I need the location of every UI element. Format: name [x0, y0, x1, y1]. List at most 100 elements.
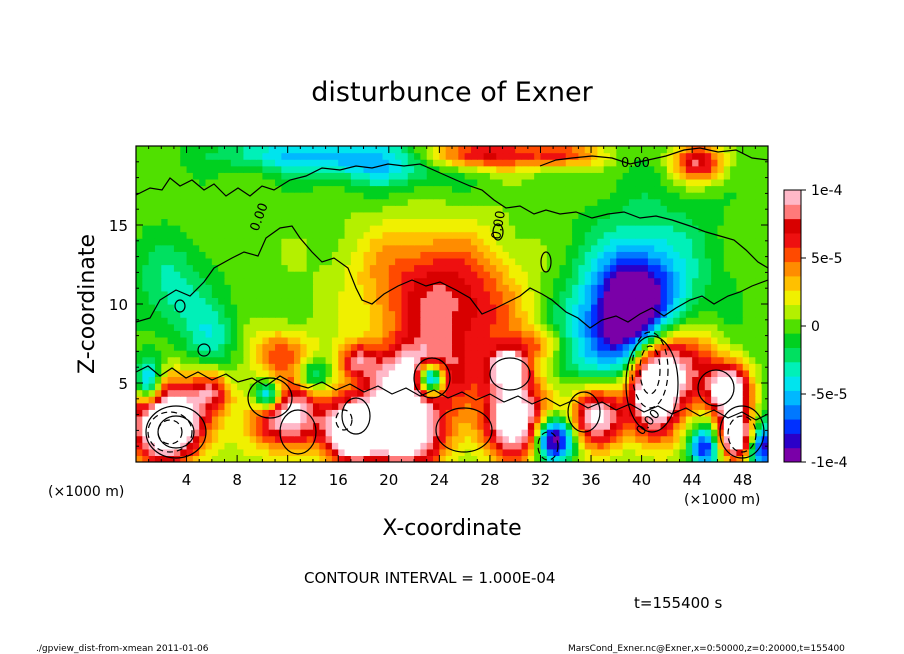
field-cell [666, 225, 674, 233]
field-cell [458, 185, 466, 193]
field-cell [445, 363, 453, 371]
field-cell [515, 251, 523, 259]
field-cell [230, 251, 238, 259]
field-cell [237, 225, 245, 233]
field-cell [742, 422, 750, 430]
field-cell [300, 178, 308, 187]
field-cell [142, 218, 150, 226]
field-cell [180, 409, 188, 417]
field-cell [521, 264, 529, 272]
field-cell [553, 277, 561, 285]
field-cell [230, 317, 238, 325]
field-cell [502, 238, 510, 246]
field-cell [388, 304, 396, 312]
field-cell [294, 343, 301, 351]
field-cell [275, 244, 282, 252]
field-cell [559, 264, 567, 272]
field-cell [761, 264, 768, 272]
field-cell [666, 277, 674, 285]
field-cell [477, 231, 485, 239]
field-cell [723, 336, 731, 345]
field-cell [489, 317, 497, 325]
field-cell [508, 363, 516, 371]
field-cell [679, 152, 687, 160]
field-cell [376, 376, 384, 384]
field-cell [319, 429, 327, 437]
field-cell [395, 448, 403, 457]
field-cell [426, 218, 434, 226]
field-cell [180, 218, 188, 226]
field-cell [420, 284, 428, 292]
field-cell [287, 238, 295, 246]
field-cell [622, 310, 630, 318]
field-cell [489, 264, 497, 272]
field-cell [673, 159, 681, 167]
field-cell [148, 422, 156, 430]
field-cell [546, 271, 554, 279]
field-cell [224, 271, 232, 279]
field-cell [761, 369, 768, 378]
field-cell [502, 284, 510, 292]
field-cell [546, 218, 554, 226]
contour-label: 0.00 [489, 210, 509, 241]
field-cell [180, 152, 188, 160]
field-cell [376, 264, 384, 272]
field-cell [306, 146, 314, 154]
field-cell [205, 152, 213, 160]
field-cell [654, 146, 662, 154]
field-cell [262, 376, 270, 384]
field-cell [161, 172, 169, 180]
field-cell [325, 172, 333, 180]
field-cell [616, 376, 624, 384]
field-cell [616, 330, 624, 338]
field-cell [319, 238, 327, 246]
field-cell [136, 205, 143, 213]
field-cell [230, 330, 238, 338]
field-cell [306, 277, 314, 285]
field-cell [610, 343, 617, 351]
field-cell [287, 172, 295, 180]
field-cell [363, 343, 371, 351]
field-cell [458, 442, 466, 450]
field-cell [635, 178, 643, 187]
field-cell [489, 198, 497, 206]
field-cell [565, 317, 573, 325]
field-cell [527, 448, 535, 457]
field-cell [641, 415, 649, 424]
field-cell [445, 251, 453, 259]
field-cell [268, 317, 276, 325]
field-cell [249, 317, 257, 325]
field-cell [711, 455, 719, 462]
field-cell [154, 396, 162, 404]
field-cell [742, 343, 750, 351]
field-cell [414, 165, 421, 173]
field-cell [205, 363, 213, 371]
field-cell [161, 304, 169, 312]
field-cell [742, 350, 750, 358]
field-cell [281, 251, 289, 259]
field-cell [281, 376, 289, 384]
field-cell [224, 383, 232, 391]
field-cell [357, 264, 365, 272]
field-cell [565, 185, 573, 193]
field-cell [711, 284, 719, 292]
contour-loop [174, 299, 186, 313]
field-cell [654, 277, 662, 285]
field-cell [268, 396, 276, 404]
field-cell [173, 172, 181, 180]
field-cell [755, 402, 763, 410]
field-cell [711, 409, 719, 417]
field-cell [508, 350, 516, 358]
field-cell [218, 225, 226, 233]
field-cell [186, 192, 194, 200]
field-cell [224, 350, 232, 358]
field-cell [382, 448, 390, 457]
field-cell [540, 225, 548, 233]
field-cell [224, 402, 232, 410]
field-cell [628, 165, 636, 173]
field-cell [540, 271, 548, 279]
field-cell [148, 389, 156, 397]
field-cell [344, 251, 352, 259]
field-cell [692, 198, 700, 206]
field-cell [401, 356, 409, 364]
